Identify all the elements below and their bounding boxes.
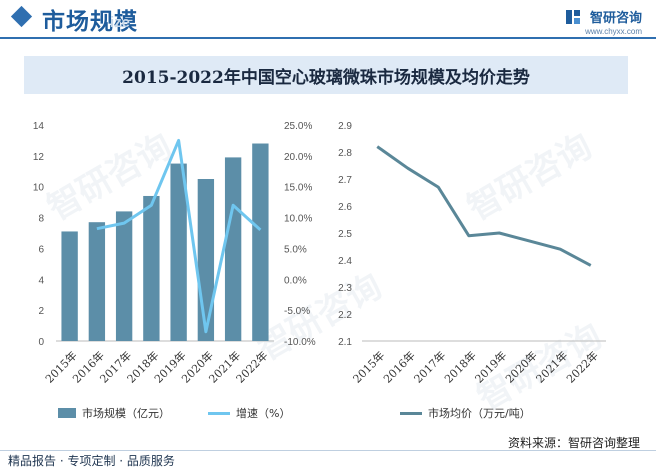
chart-title: 2015-2022年中国空心玻璃微珠市场规模及均价走势 bbox=[122, 67, 530, 88]
x-tick-price: 2015年 bbox=[350, 348, 387, 385]
legend-swatch-line bbox=[208, 411, 230, 415]
x-tick-price: 2016年 bbox=[380, 348, 417, 385]
y-tick-price: 2.2 bbox=[338, 310, 352, 321]
y-tick-price: 2.8 bbox=[338, 148, 352, 159]
bar bbox=[252, 143, 269, 341]
y-tick-price: 2.1 bbox=[338, 337, 352, 348]
legend-label-bar: 市场规模（亿元） bbox=[82, 407, 170, 420]
legend-swatch-price bbox=[400, 411, 422, 415]
y-tick-price: 2.4 bbox=[338, 256, 352, 267]
page-title: 市场规模 bbox=[42, 9, 138, 35]
legend-label-price: 市场均价（万元/吨） bbox=[428, 407, 531, 420]
y-tick-right: 10.0% bbox=[284, 214, 312, 225]
page-header: 市场规模 ize 智研咨询 www.chyxx.com bbox=[0, 0, 656, 46]
y-tick-left: 12 bbox=[33, 152, 45, 163]
y-tick-price: 2.6 bbox=[338, 202, 352, 213]
y-tick-price: 2.5 bbox=[338, 229, 352, 240]
brand-name: 智研咨询 bbox=[589, 11, 642, 26]
legend-left: 市场规模（亿元） 增速（%） bbox=[58, 405, 318, 421]
y-tick-right: -10.0% bbox=[284, 337, 316, 348]
chart-title-band: 2015-2022年中国空心玻璃微珠市场规模及均价走势 bbox=[24, 56, 628, 94]
footer-tagline: 精品报告 · 专项定制 · 品质服务 bbox=[8, 454, 175, 468]
brand: 智研咨询 www.chyxx.com bbox=[565, 6, 642, 36]
legend-label-line: 增速（%） bbox=[236, 407, 291, 420]
y-tick-left: 0 bbox=[38, 337, 44, 348]
legend-item-line: 增速（%） bbox=[208, 405, 290, 421]
bar bbox=[115, 211, 133, 341]
x-tick-price: 2018年 bbox=[441, 348, 478, 385]
y-tick-left: 10 bbox=[33, 183, 45, 194]
y-tick-price: 2.9 bbox=[338, 121, 352, 132]
y-tick-right: 5.0% bbox=[284, 244, 307, 255]
price-line bbox=[376, 145, 592, 267]
header-divider bbox=[0, 37, 656, 39]
y-tick-right: -5.0% bbox=[284, 306, 310, 317]
y-tick-right: 0.0% bbox=[284, 275, 307, 286]
source-note: 资料来源：智研咨询整理 bbox=[507, 436, 640, 450]
y-tick-price: 2.7 bbox=[338, 175, 352, 186]
y-tick-left: 2 bbox=[38, 306, 44, 317]
y-tick-right: 15.0% bbox=[284, 183, 312, 194]
brand-url: www.chyxx.com bbox=[585, 27, 642, 36]
bar bbox=[61, 231, 78, 341]
y-tick-left: 8 bbox=[38, 214, 44, 225]
growth-line bbox=[96, 138, 262, 334]
bar bbox=[197, 179, 215, 341]
y-tick-left: 6 bbox=[38, 244, 44, 255]
brand-logo-icon bbox=[565, 9, 580, 24]
footer-divider bbox=[0, 450, 656, 451]
y-tick-left: 4 bbox=[38, 275, 44, 286]
legend-item-price: 市场均价（万元/吨） bbox=[400, 405, 531, 421]
bar bbox=[88, 222, 106, 341]
x-tick-price: 2017年 bbox=[411, 348, 448, 385]
y-tick-right: 20.0% bbox=[284, 152, 312, 163]
bar bbox=[224, 157, 242, 341]
x-tick-price: 2021年 bbox=[533, 348, 570, 385]
x-tick-price: 2019年 bbox=[472, 348, 509, 385]
legend-item-bar: 市场规模（亿元） bbox=[58, 405, 170, 421]
bar bbox=[143, 195, 160, 341]
x-tick-price: 2022年 bbox=[563, 348, 600, 385]
header-watermark: ize bbox=[110, 14, 131, 31]
y-tick-price: 2.3 bbox=[338, 283, 352, 294]
y-tick-right: 25.0% bbox=[284, 121, 312, 132]
legend-right: 市场均价（万元/吨） bbox=[400, 405, 559, 421]
y-tick-left: 14 bbox=[33, 121, 45, 132]
legend-swatch-bar bbox=[58, 408, 76, 418]
bar bbox=[170, 163, 187, 341]
x-tick-price: 2020年 bbox=[502, 348, 539, 385]
